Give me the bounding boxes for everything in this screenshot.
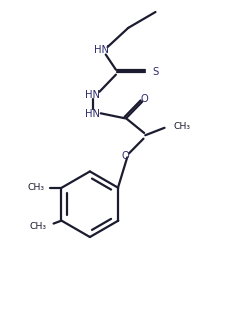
Text: O: O [121,151,129,161]
Text: HN: HN [94,45,109,55]
Text: CH₃: CH₃ [27,183,45,192]
Text: HN: HN [85,109,100,119]
Text: CH₃: CH₃ [173,122,191,131]
Text: O: O [140,94,148,104]
Text: CH₃: CH₃ [30,222,47,231]
Text: S: S [152,67,158,77]
Text: HN: HN [85,90,100,100]
